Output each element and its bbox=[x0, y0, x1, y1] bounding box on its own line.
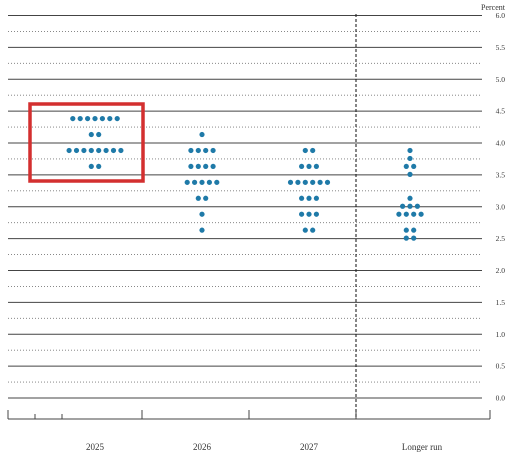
dot-2025 bbox=[92, 115, 98, 122]
x-axis-ticks bbox=[7, 410, 491, 419]
dot-longer-run bbox=[411, 211, 417, 217]
y-tick-label: 2.5 bbox=[496, 234, 506, 243]
dot-2026 bbox=[195, 147, 201, 154]
dot-longer-run bbox=[403, 163, 409, 170]
x-category-label: Longer run bbox=[402, 442, 443, 452]
dot-2026 bbox=[210, 163, 216, 170]
dot-longer-run bbox=[407, 147, 413, 154]
dot-2027 bbox=[317, 179, 323, 185]
dot-2027 bbox=[310, 179, 316, 185]
dot-longer-run bbox=[400, 203, 406, 209]
dot-2025 bbox=[66, 147, 72, 154]
dot-2025 bbox=[88, 147, 94, 154]
y-tick-label: 3.0 bbox=[496, 202, 506, 211]
dot-2027 bbox=[310, 227, 316, 233]
dot-longer-run bbox=[403, 211, 409, 217]
dot-2025 bbox=[99, 115, 105, 122]
y-tick-label: 5.5 bbox=[496, 43, 506, 52]
dot-2027 bbox=[313, 211, 319, 217]
dot-2025 bbox=[114, 115, 120, 122]
dot-2025 bbox=[81, 147, 87, 154]
dot-2026 bbox=[210, 147, 216, 154]
dot-longer-run bbox=[411, 163, 417, 170]
dot-2027 bbox=[313, 163, 319, 170]
dot-longer-run bbox=[414, 203, 420, 209]
dot-2027 bbox=[299, 195, 305, 201]
dot-2025 bbox=[70, 115, 76, 122]
dot-2026 bbox=[206, 179, 212, 185]
dot-longer-run bbox=[407, 203, 413, 209]
dot-longer-run bbox=[411, 227, 417, 233]
y-tick-label: 1.5 bbox=[496, 298, 506, 307]
dot-2027 bbox=[302, 179, 308, 185]
dot-2027 bbox=[299, 163, 305, 170]
dot-2026 bbox=[195, 195, 201, 201]
dot-2025 bbox=[96, 163, 102, 170]
y-tick-label: 3.5 bbox=[496, 170, 506, 179]
dot-2027 bbox=[324, 179, 331, 185]
dot-longer-run bbox=[396, 211, 402, 217]
x-category-label: 2026 bbox=[193, 442, 212, 452]
dot-longer-run bbox=[418, 211, 424, 217]
dot-longer-run bbox=[403, 235, 409, 241]
dot-2026 bbox=[203, 147, 209, 154]
dot-2025 bbox=[96, 131, 102, 138]
dot-2026 bbox=[203, 163, 209, 170]
dot-2025 bbox=[110, 147, 117, 154]
dot-2027 bbox=[306, 195, 312, 201]
dot-longer-run bbox=[407, 171, 413, 177]
dot-2027 bbox=[302, 227, 308, 233]
dot-2026 bbox=[195, 163, 201, 170]
grid-lines bbox=[8, 15, 482, 399]
y-tick-label: 6.0 bbox=[496, 11, 506, 20]
dot-longer-run bbox=[411, 235, 417, 241]
dot-2025 bbox=[88, 131, 94, 138]
dot-2027 bbox=[302, 147, 308, 154]
dot-longer-run bbox=[403, 227, 409, 233]
dot-2025 bbox=[107, 115, 113, 122]
dot-2026 bbox=[188, 163, 194, 170]
dot-2027 bbox=[313, 195, 319, 201]
dot-2027 bbox=[287, 179, 294, 185]
y-tick-label: 5.0 bbox=[496, 75, 506, 84]
y-tick-label: 0.0 bbox=[496, 394, 506, 403]
y-tick-label: 4.0 bbox=[496, 139, 506, 148]
dot-2026 bbox=[214, 179, 220, 185]
x-category-label: 2027 bbox=[300, 442, 319, 452]
dot-2027 bbox=[299, 211, 305, 217]
y-tick-labels: 6.0 5.5 5.0 4.5 4.0 3.5 3.0 2.5 2.0 1.5 1.0 0.5 0.0 bbox=[496, 11, 506, 403]
dot-2026 bbox=[188, 147, 194, 154]
dot-2026 bbox=[199, 179, 205, 185]
dot-2026 bbox=[184, 179, 190, 185]
y-tick-label: 1.0 bbox=[496, 330, 506, 339]
dot-2025 bbox=[77, 115, 83, 122]
highlight-box bbox=[28, 102, 145, 183]
dot-2025 bbox=[88, 163, 94, 170]
y-axis-label: Percent bbox=[481, 3, 506, 12]
dot-longer-run bbox=[407, 195, 413, 201]
y-tick-label: 4.5 bbox=[496, 107, 506, 116]
dot-2027 bbox=[310, 147, 316, 154]
dot-2025 bbox=[73, 147, 80, 154]
dot-marks bbox=[66, 115, 424, 241]
dot-2026 bbox=[192, 179, 198, 185]
dot-2026 bbox=[199, 211, 205, 217]
dot-2026 bbox=[203, 195, 209, 201]
dot-longer-run bbox=[407, 155, 413, 162]
dot-2025 bbox=[118, 147, 124, 154]
dot-2025 bbox=[85, 115, 91, 122]
y-tick-label: 0.5 bbox=[496, 362, 506, 371]
y-tick-label: 2.0 bbox=[496, 266, 506, 275]
dot-2026 bbox=[199, 131, 205, 138]
dot-2025 bbox=[103, 147, 109, 154]
x-axis-labels: 2025 2026 2027 Longer run bbox=[86, 442, 443, 452]
dot-2025 bbox=[96, 147, 102, 154]
x-category-label: 2025 bbox=[86, 442, 105, 452]
dot-2027 bbox=[306, 211, 312, 217]
dot-2027 bbox=[306, 163, 312, 170]
dot-2027 bbox=[295, 179, 301, 185]
dot-2026 bbox=[199, 227, 205, 233]
